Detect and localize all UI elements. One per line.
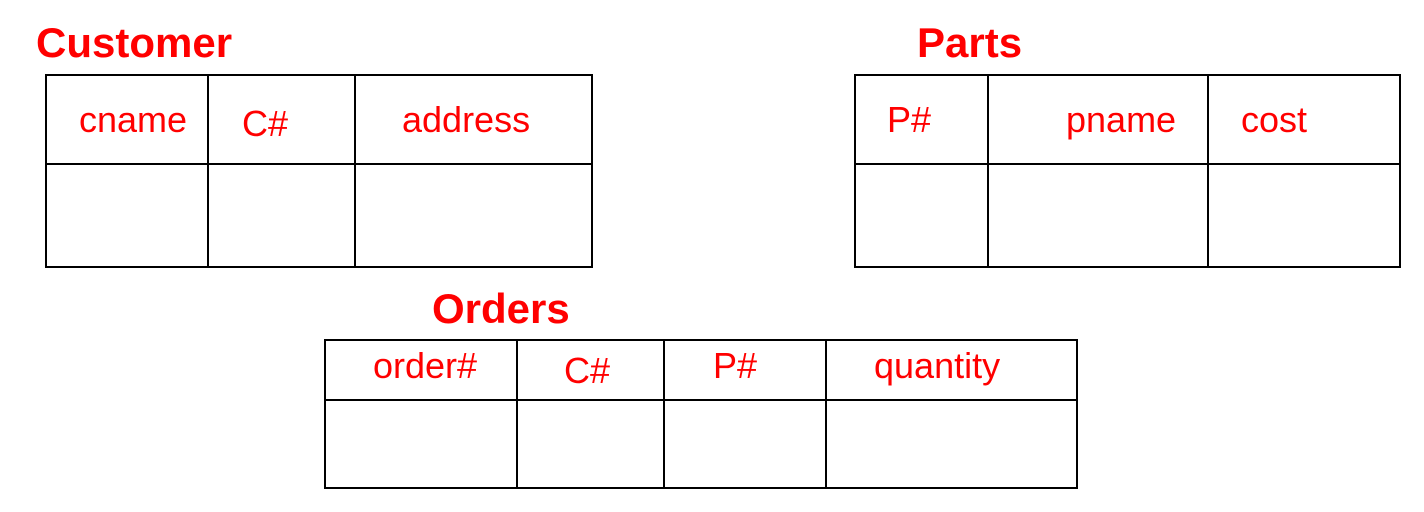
customer-column-header: address [354,74,593,165]
customer-column-header: cname [45,74,209,165]
customer-empty-cell [45,163,209,268]
customer-table: cname C# address [45,74,593,268]
customer-column-cnum: C# [242,102,289,144]
orders-empty-cell [324,399,518,489]
orders-title: Orders [432,285,570,332]
parts-column-pnum: P# [887,98,932,140]
customer-title: Customer [36,19,233,66]
parts-column-header: pname [987,74,1209,165]
parts-title: Parts [917,19,1023,66]
customer-empty-cell [207,163,356,268]
orders-column-pnum: P# [713,345,758,386]
orders-column-header: quantity [825,339,1078,401]
parts-empty-cell [987,163,1209,268]
orders-table: order# C# P# quantity [324,339,1078,489]
orders-column-ordernum: order# [373,345,478,386]
orders-column-header: P# [663,339,827,401]
parts-column-header: cost [1207,74,1401,165]
parts-table: P# pname cost [854,74,1401,268]
parts-column-header: P# [854,74,989,165]
customer-column-address: address [402,98,531,140]
orders-column-header: order# [324,339,518,401]
parts-column-cost: cost [1241,98,1308,140]
customer-empty-cell [354,163,593,268]
orders-column-cnum: C# [564,350,611,391]
customer-column-header: C# [207,74,356,165]
parts-empty-cell [1207,163,1401,268]
parts-column-pname: pname [1066,98,1177,140]
orders-empty-cell [825,399,1078,489]
orders-column-quantity: quantity [874,345,1001,386]
orders-empty-cell [663,399,827,489]
parts-empty-cell [854,163,989,268]
orders-column-header: C# [516,339,665,401]
orders-empty-cell [516,399,665,489]
customer-column-cname: cname [79,98,188,140]
